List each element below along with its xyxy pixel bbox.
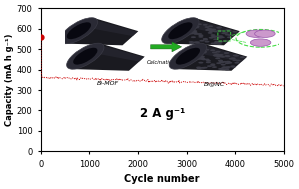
Y-axis label: Capacity (mA h g⁻¹): Capacity (mA h g⁻¹) — [5, 34, 14, 126]
X-axis label: Cycle number: Cycle number — [124, 174, 200, 184]
Text: 2 A g⁻¹: 2 A g⁻¹ — [140, 107, 185, 120]
